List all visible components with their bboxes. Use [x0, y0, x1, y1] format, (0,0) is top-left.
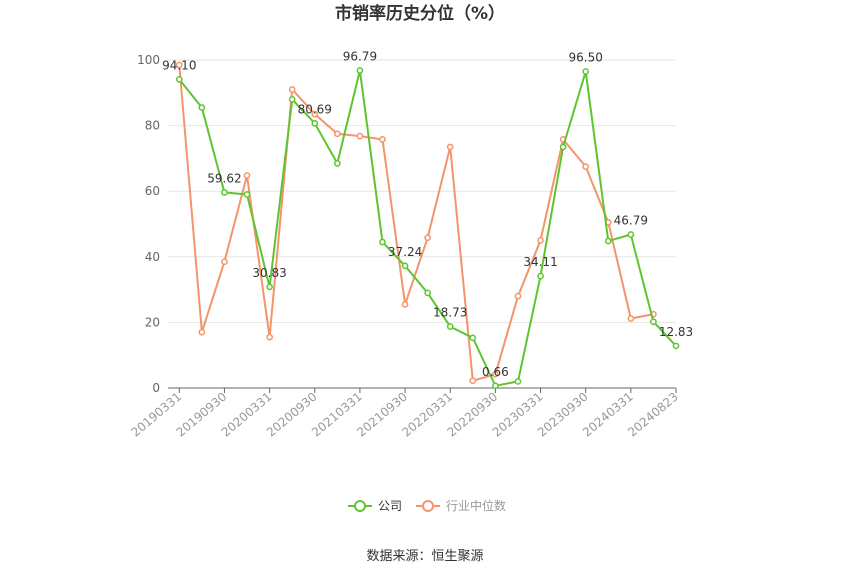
data-point — [469, 377, 477, 385]
legend-item: 公司 — [348, 499, 402, 513]
data-point — [333, 159, 341, 167]
data-point — [333, 130, 341, 138]
data-point — [627, 315, 635, 322]
data-label: 34.11 — [523, 255, 557, 269]
series-line-industry-median — [178, 64, 654, 382]
data-point — [469, 334, 477, 342]
data-point — [446, 143, 454, 151]
data-point — [243, 191, 251, 198]
data-point — [650, 318, 657, 326]
grid-lines — [168, 59, 676, 323]
data-labels: 94.10 59.62 30.83 80.69 96.79 37.24 18.73 0.66 3… — [162, 50, 693, 379]
data-label: 94.10 — [162, 58, 196, 72]
data-point — [424, 289, 431, 297]
data-point — [446, 323, 454, 330]
data-point — [266, 283, 273, 291]
data-point — [288, 86, 296, 93]
data-point — [604, 237, 612, 245]
y-tick-label: 80 — [145, 119, 160, 133]
data-point — [537, 237, 544, 244]
chart-title: 市销率历史分位（%） — [335, 3, 505, 24]
data-point — [582, 68, 590, 75]
data-point — [356, 67, 364, 74]
source-note: 数据来源：恒生聚源 — [366, 549, 483, 564]
data-point — [401, 301, 409, 308]
data-label: 18.73 — [433, 306, 467, 320]
data-point — [514, 378, 522, 385]
data-point — [379, 136, 386, 143]
data-point — [559, 143, 567, 151]
data-point — [492, 370, 499, 378]
data-label: 80.69 — [298, 102, 332, 116]
series-layer — [175, 61, 680, 390]
data-point — [266, 333, 273, 341]
data-label: 59.62 — [207, 171, 241, 185]
x-tick-label: 20240823 — [625, 390, 681, 440]
y-tick-label: 0 — [152, 381, 160, 395]
data-point — [175, 76, 183, 83]
data-label: 46.79 — [614, 214, 648, 228]
data-label: 96.79 — [343, 50, 377, 64]
data-point — [424, 234, 431, 242]
legend-label: 公司 — [378, 499, 402, 513]
y-tick-label: 40 — [145, 250, 160, 264]
y-tick-label: 60 — [145, 184, 160, 198]
data-label: 0.66 — [482, 365, 509, 379]
data-label: 96.50 — [569, 50, 603, 64]
data-label: 12.83 — [659, 325, 693, 339]
data-point — [514, 292, 522, 300]
data-point — [492, 382, 499, 390]
data-point — [221, 258, 228, 266]
legend-item: 行业中位数 — [416, 498, 506, 513]
data-point — [243, 172, 251, 179]
data-point — [175, 61, 183, 69]
y-tick-label: 20 — [145, 315, 160, 329]
legend-swatch-marker — [422, 500, 434, 512]
data-point — [379, 238, 386, 246]
data-point — [356, 132, 364, 140]
data-point — [401, 262, 409, 270]
legend-swatch-marker — [354, 500, 366, 512]
legend-label: 行业中位数 — [446, 498, 506, 513]
data-point — [672, 342, 680, 350]
data-point — [198, 328, 206, 336]
data-point — [627, 231, 635, 238]
data-point — [288, 96, 296, 103]
data-point — [582, 163, 590, 170]
y-tick-label: 100 — [137, 53, 160, 67]
data-point — [221, 189, 228, 196]
data-point — [537, 272, 544, 280]
data-label: 30.83 — [252, 266, 286, 280]
data-point — [311, 119, 319, 127]
data-point — [311, 110, 319, 118]
data-point — [198, 104, 206, 111]
legend: 公司 行业中位数 — [348, 498, 506, 513]
data-label: 37.24 — [388, 245, 422, 259]
